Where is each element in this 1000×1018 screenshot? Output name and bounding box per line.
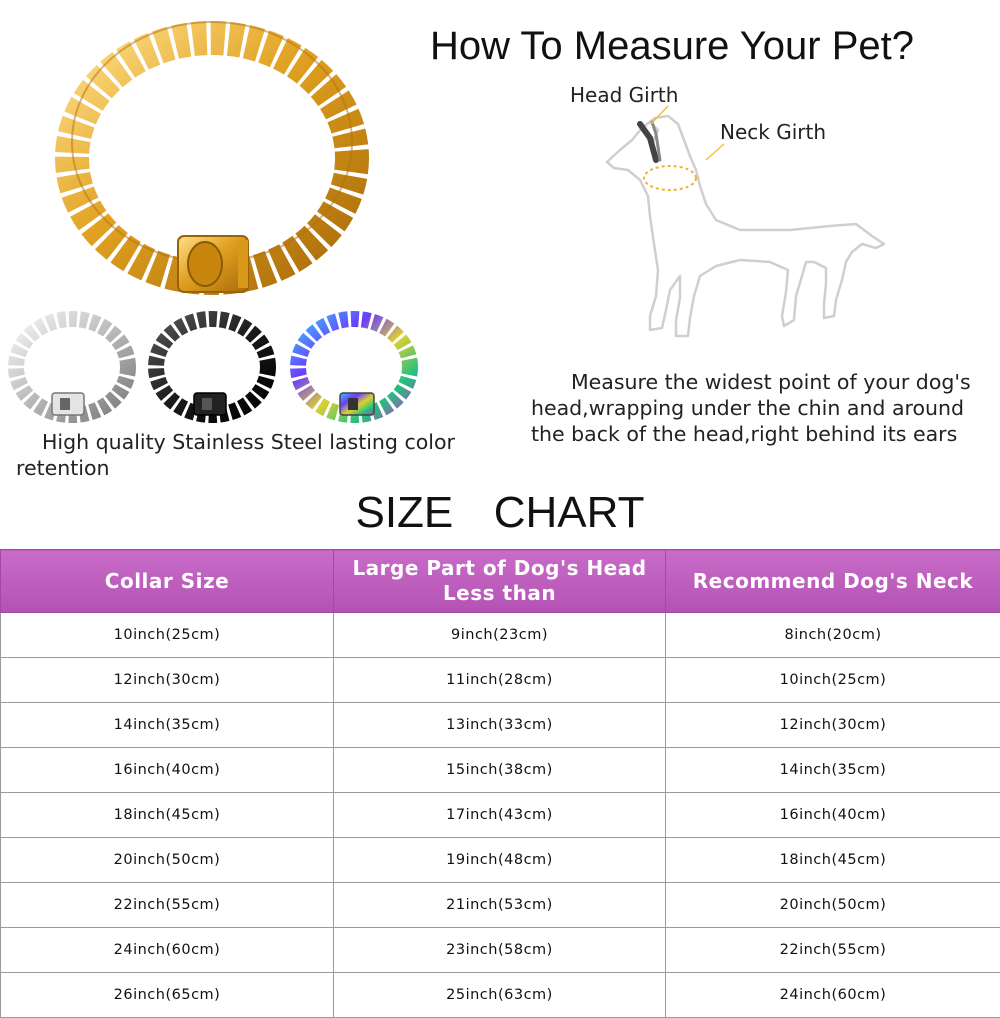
table-row: 12inch(30cm) 11inch(28cm) 10inch(25cm)	[1, 658, 1000, 703]
table-cell: 10inch(25cm)	[666, 658, 1000, 703]
table-row: 20inch(50cm) 19inch(48cm) 18inch(45cm)	[1, 838, 1000, 883]
table-cell: 16inch(40cm)	[666, 793, 1000, 838]
table-cell: 8inch(20cm)	[666, 613, 1000, 658]
column-header-head-size: Large Part of Dog's Head Less than	[334, 550, 666, 613]
table-row: 10inch(25cm) 9inch(23cm) 8inch(20cm)	[1, 613, 1000, 658]
table-cell: 14inch(35cm)	[1, 703, 334, 748]
table-cell: 26inch(65cm)	[1, 973, 334, 1018]
quality-description: High quality Stainless Steel lasting col…	[16, 429, 456, 481]
column-header-neck-size: Recommend Dog's Neck	[666, 550, 1000, 613]
table-row: 24inch(60cm) 23inch(58cm) 22inch(55cm)	[1, 928, 1000, 973]
table-cell: 20inch(50cm)	[666, 883, 1000, 928]
table-cell: 12inch(30cm)	[1, 658, 334, 703]
table-cell: 9inch(23cm)	[334, 613, 666, 658]
table-cell: 21inch(53cm)	[334, 883, 666, 928]
table-cell: 19inch(48cm)	[334, 838, 666, 883]
table-cell: 20inch(50cm)	[1, 838, 334, 883]
black-collar-image	[156, 319, 268, 415]
size-chart-table: Collar Size Large Part of Dog's Head Les…	[0, 549, 1000, 1018]
table-cell: 23inch(58cm)	[334, 928, 666, 973]
table-cell: 10inch(25cm)	[1, 613, 334, 658]
dog-outline-diagram	[607, 116, 884, 336]
size-chart-title: SIZE CHART	[0, 488, 1000, 538]
page-title: How To Measure Your Pet?	[430, 24, 914, 69]
table-cell: 24inch(60cm)	[1, 928, 334, 973]
table-cell: 17inch(43cm)	[334, 793, 666, 838]
table-cell: 18inch(45cm)	[1, 793, 334, 838]
table-cell: 14inch(35cm)	[666, 748, 1000, 793]
table-cell: 15inch(38cm)	[334, 748, 666, 793]
table-cell: 12inch(30cm)	[666, 703, 1000, 748]
measure-instruction: Measure the widest point of your dog's h…	[531, 369, 991, 447]
silver-collar-image	[16, 319, 128, 415]
table-cell: 11inch(28cm)	[334, 658, 666, 703]
table-row: 16inch(40cm) 15inch(38cm) 14inch(35cm)	[1, 748, 1000, 793]
table-row: 18inch(45cm) 17inch(43cm) 16inch(40cm)	[1, 793, 1000, 838]
table-cell: 22inch(55cm)	[1, 883, 334, 928]
head-girth-label: Head Girth	[570, 83, 678, 107]
column-header-collar-size: Collar Size	[1, 550, 334, 613]
rainbow-collar-image	[298, 319, 410, 415]
table-cell: 18inch(45cm)	[666, 838, 1000, 883]
table-cell: 13inch(33cm)	[334, 703, 666, 748]
table-cell: 22inch(55cm)	[666, 928, 1000, 973]
neck-girth-label: Neck Girth	[720, 120, 826, 144]
table-cell: 25inch(63cm)	[334, 973, 666, 1018]
table-row: 26inch(65cm) 25inch(63cm) 24inch(60cm)	[1, 973, 1000, 1018]
table-row: 14inch(35cm) 13inch(33cm) 12inch(30cm)	[1, 703, 1000, 748]
table-row: 22inch(55cm) 21inch(53cm) 20inch(50cm)	[1, 883, 1000, 928]
table-header-row: Collar Size Large Part of Dog's Head Les…	[1, 550, 1000, 613]
table-cell: 16inch(40cm)	[1, 748, 334, 793]
table-cell: 24inch(60cm)	[666, 973, 1000, 1018]
